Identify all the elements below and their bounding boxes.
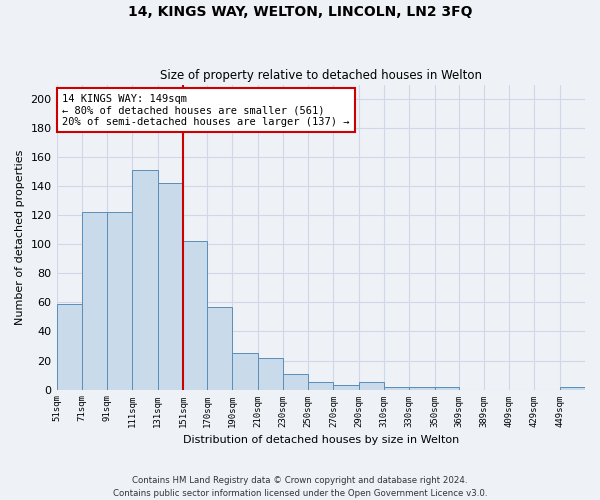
Bar: [158, 184, 183, 390]
Bar: [560, 386, 585, 390]
Bar: [334, 385, 359, 390]
Text: 14, KINGS WAY, WELTON, LINCOLN, LN2 3FQ: 14, KINGS WAY, WELTON, LINCOLN, LN2 3FQ: [128, 5, 472, 19]
Bar: [434, 386, 458, 390]
Bar: [56, 304, 82, 390]
Text: Contains HM Land Registry data © Crown copyright and database right 2024.
Contai: Contains HM Land Registry data © Crown c…: [113, 476, 487, 498]
Bar: [82, 212, 107, 390]
Y-axis label: Number of detached properties: Number of detached properties: [15, 150, 25, 324]
Bar: [107, 212, 133, 390]
Bar: [133, 170, 158, 390]
Bar: [283, 374, 308, 390]
X-axis label: Distribution of detached houses by size in Welton: Distribution of detached houses by size …: [182, 435, 459, 445]
Bar: [232, 353, 257, 390]
Bar: [207, 307, 232, 390]
Title: Size of property relative to detached houses in Welton: Size of property relative to detached ho…: [160, 69, 482, 82]
Bar: [384, 386, 409, 390]
Text: 14 KINGS WAY: 149sqm
← 80% of detached houses are smaller (561)
20% of semi-deta: 14 KINGS WAY: 149sqm ← 80% of detached h…: [62, 94, 349, 127]
Bar: [183, 242, 207, 390]
Bar: [308, 382, 334, 390]
Bar: [257, 358, 283, 390]
Bar: [359, 382, 384, 390]
Bar: [409, 386, 434, 390]
